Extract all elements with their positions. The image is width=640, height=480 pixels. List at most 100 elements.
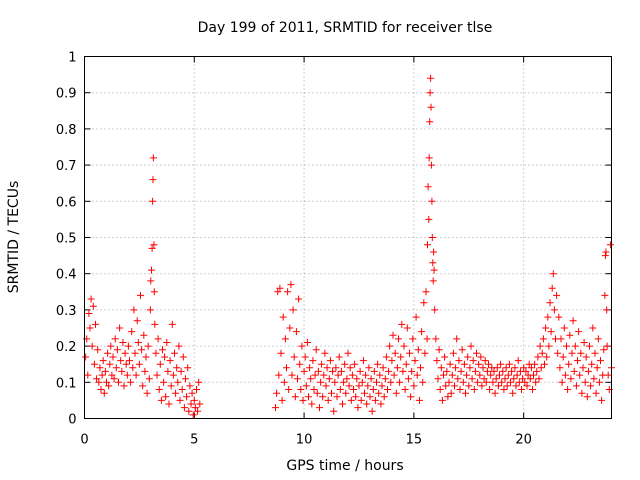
- data-point: [375, 389, 383, 397]
- data-point: [121, 349, 129, 357]
- data-point: [376, 371, 384, 379]
- data-point: [455, 357, 463, 365]
- data-point: [559, 353, 567, 361]
- data-point: [173, 364, 181, 372]
- data-point: [103, 378, 110, 386]
- data-point: [417, 364, 424, 372]
- data-point: [400, 342, 408, 350]
- data-point: [538, 349, 546, 357]
- data-point: [385, 367, 393, 375]
- data-point: [324, 396, 332, 404]
- data-point: [343, 375, 351, 383]
- data-point: [309, 357, 317, 365]
- data-point: [150, 288, 158, 296]
- data-point: [507, 378, 514, 386]
- data-point: [328, 389, 335, 397]
- data-point: [566, 331, 574, 339]
- data-point: [189, 411, 197, 419]
- data-point: [145, 375, 153, 383]
- data-point: [115, 378, 122, 386]
- data-point: [446, 360, 454, 368]
- data-point: [345, 382, 353, 390]
- data-point: [171, 349, 178, 357]
- data-point: [188, 389, 196, 397]
- data-point: [167, 382, 175, 390]
- data-point: [284, 288, 292, 296]
- data-point: [283, 364, 290, 372]
- data-point: [186, 382, 194, 390]
- data-point: [602, 248, 610, 256]
- data-point: [94, 346, 102, 354]
- data-point: [278, 396, 286, 404]
- data-point: [84, 371, 92, 379]
- data-point: [397, 353, 405, 361]
- data-point: [529, 386, 536, 393]
- data-point: [443, 367, 451, 375]
- data-point: [513, 371, 521, 379]
- data-point: [143, 389, 151, 397]
- data-point: [526, 375, 534, 383]
- data-point: [575, 328, 583, 336]
- data-point: [364, 382, 372, 390]
- data-point: [539, 335, 547, 343]
- data-point: [151, 320, 159, 328]
- data-point: [591, 349, 599, 357]
- data-point: [157, 396, 165, 404]
- data-point: [522, 367, 530, 375]
- data-point: [487, 371, 495, 379]
- data-point: [466, 364, 474, 372]
- data-point: [123, 371, 131, 379]
- data-point: [318, 360, 326, 368]
- data-point: [595, 378, 603, 386]
- data-point: [424, 241, 431, 249]
- data-point: [527, 364, 535, 372]
- data-point: [302, 382, 310, 390]
- data-point: [589, 324, 597, 332]
- data-point: [130, 306, 138, 314]
- data-point: [290, 353, 298, 361]
- data-point: [601, 252, 609, 260]
- data-point: [543, 353, 551, 361]
- data-point: [178, 386, 186, 393]
- data-point: [100, 389, 108, 397]
- data-point: [556, 364, 564, 372]
- data-point: [140, 331, 148, 339]
- data-point: [357, 396, 365, 404]
- data-point: [149, 197, 157, 205]
- data-point: [389, 331, 397, 339]
- data-point: [301, 353, 309, 361]
- data-point: [547, 328, 555, 336]
- data-point: [426, 89, 434, 97]
- data-point: [382, 353, 390, 361]
- data-point: [107, 342, 115, 350]
- data-point: [366, 393, 374, 401]
- data-point: [108, 371, 116, 379]
- data-point: [319, 393, 327, 401]
- data-point: [322, 382, 330, 390]
- data-point: [435, 346, 443, 354]
- data-point: [374, 360, 382, 368]
- data-point: [561, 371, 569, 379]
- data-point: [571, 342, 579, 350]
- data-point: [325, 375, 333, 383]
- data-point: [453, 335, 461, 343]
- data-point: [362, 371, 370, 379]
- data-point: [409, 335, 417, 343]
- data-point: [563, 342, 570, 350]
- data-point: [276, 284, 284, 292]
- data-point: [106, 360, 114, 368]
- data-point: [371, 396, 379, 404]
- data-point: [367, 375, 375, 383]
- data-point: [512, 382, 520, 390]
- data-point: [593, 364, 601, 372]
- data-point: [532, 378, 540, 386]
- data-point: [386, 342, 394, 350]
- data-point: [187, 400, 195, 408]
- data-point: [320, 371, 328, 379]
- data-point: [541, 360, 548, 368]
- data-point: [565, 360, 573, 368]
- data-point: [473, 349, 480, 357]
- data-point: [597, 357, 604, 365]
- data-point: [485, 360, 492, 368]
- data-point: [503, 382, 511, 390]
